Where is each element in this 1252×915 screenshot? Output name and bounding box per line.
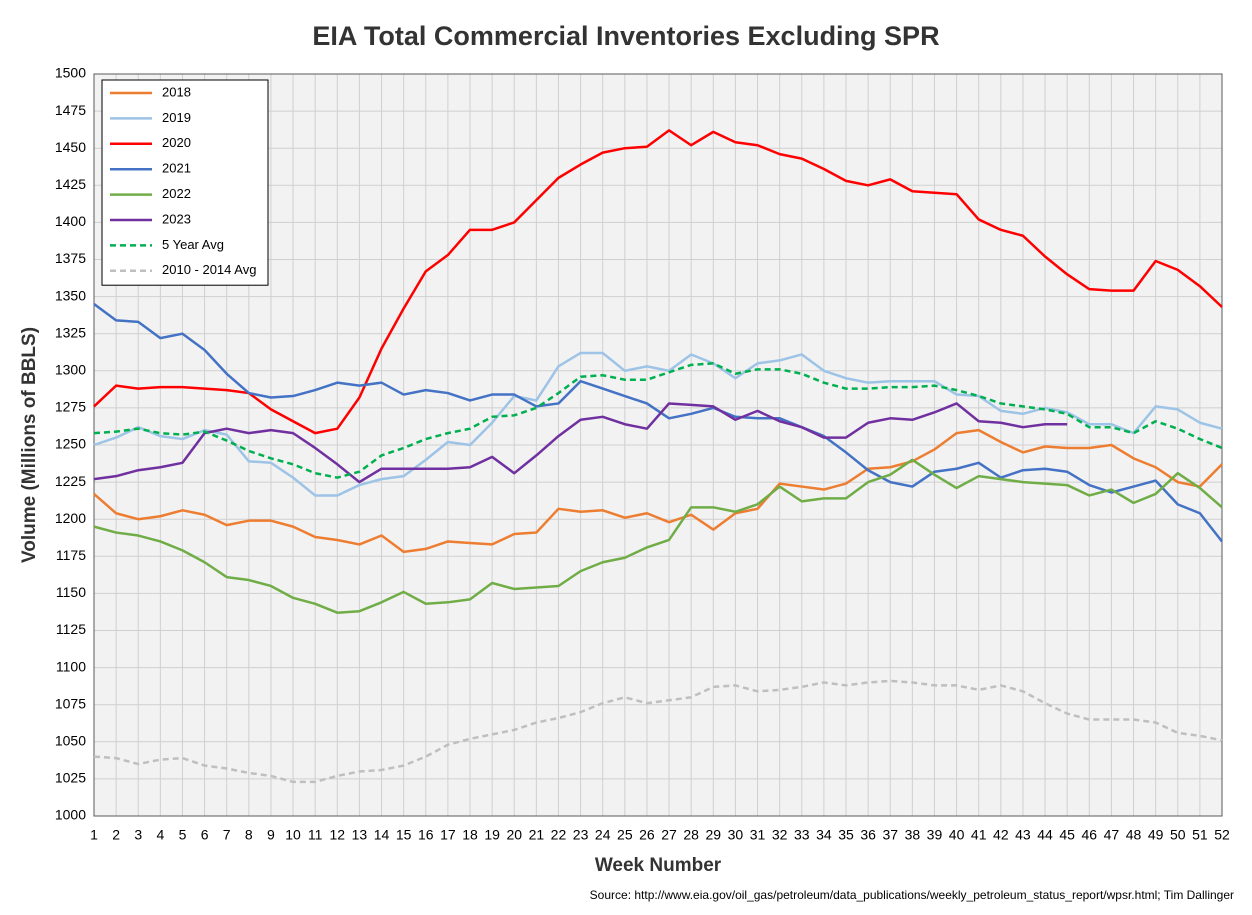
y-tick-label: 1150 bbox=[56, 584, 86, 600]
y-tick-label: 1325 bbox=[55, 324, 86, 340]
x-tick-label: 38 bbox=[905, 827, 921, 843]
series-line bbox=[93, 351, 1223, 497]
y-tick-label: 1200 bbox=[55, 510, 86, 526]
x-tick-label: 17 bbox=[440, 827, 456, 843]
series-line bbox=[93, 303, 1223, 543]
x-tick-label: 39 bbox=[927, 827, 943, 843]
y-tick-label: 1475 bbox=[55, 102, 86, 118]
x-tick-label: 48 bbox=[1126, 827, 1142, 843]
y-tick-label: 1100 bbox=[56, 658, 86, 674]
x-tick-label: 34 bbox=[816, 827, 832, 843]
y-tick-label: 1500 bbox=[55, 65, 86, 81]
series-line bbox=[93, 129, 1223, 435]
y-tick-label: 1275 bbox=[55, 399, 86, 415]
x-tick-label: 2 bbox=[112, 827, 120, 843]
legend-label: 2010 - 2014 Avg bbox=[162, 262, 256, 277]
x-tick-label: 15 bbox=[396, 827, 412, 843]
x-tick-label: 51 bbox=[1192, 827, 1208, 843]
series-line bbox=[93, 428, 1223, 554]
x-tick-label: 46 bbox=[1082, 827, 1098, 843]
x-tick-label: 45 bbox=[1059, 827, 1075, 843]
x-tick-label: 24 bbox=[595, 827, 611, 843]
y-tick-label: 1250 bbox=[55, 436, 86, 452]
legend-label: 2018 bbox=[162, 84, 191, 99]
x-tick-label: 14 bbox=[374, 827, 390, 843]
x-tick-label: 16 bbox=[418, 827, 434, 843]
y-tick-label: 1400 bbox=[55, 213, 86, 229]
x-tick-label: 28 bbox=[683, 827, 699, 843]
series-line bbox=[93, 679, 1223, 784]
chart-title: EIA Total Commercial Inventories Excludi… bbox=[312, 21, 939, 51]
y-axis-label: Volume (Millions of BBLS) bbox=[19, 327, 40, 563]
x-tick-label: 47 bbox=[1104, 827, 1120, 843]
x-tick-label: 27 bbox=[661, 827, 677, 843]
y-tick-label: 1000 bbox=[55, 807, 86, 823]
x-tick-label: 5 bbox=[179, 827, 187, 843]
x-tick-label: 29 bbox=[706, 827, 722, 843]
x-tick-label: 30 bbox=[728, 827, 744, 843]
x-tick-label: 35 bbox=[838, 827, 854, 843]
x-axis-label: Week Number bbox=[595, 855, 722, 876]
x-tick-label: 33 bbox=[794, 827, 810, 843]
x-tick-label: 44 bbox=[1037, 827, 1053, 843]
x-tick-label: 4 bbox=[156, 827, 164, 843]
x-tick-label: 31 bbox=[750, 827, 766, 843]
y-tick-label: 1075 bbox=[55, 695, 86, 711]
y-tick-label: 1125 bbox=[56, 621, 86, 637]
y-tick-label: 1350 bbox=[55, 287, 86, 303]
x-tick-label: 40 bbox=[949, 827, 965, 843]
legend-label: 2022 bbox=[162, 186, 191, 201]
x-tick-label: 1 bbox=[90, 827, 98, 843]
y-tick-label: 1375 bbox=[55, 250, 86, 266]
x-tick-label: 21 bbox=[529, 827, 545, 843]
y-tick-label: 1450 bbox=[55, 139, 86, 155]
y-tick-label: 1225 bbox=[55, 473, 86, 489]
source-note: Source: http://www.eia.gov/oil_gas/petro… bbox=[590, 888, 1234, 902]
x-tick-label: 13 bbox=[352, 827, 368, 843]
y-tick-label: 1425 bbox=[55, 176, 86, 192]
x-tick-label: 18 bbox=[462, 827, 478, 843]
y-tick-label: 1300 bbox=[55, 362, 86, 378]
x-tick-label: 11 bbox=[308, 827, 323, 843]
x-tick-label: 36 bbox=[860, 827, 876, 843]
x-tick-label: 8 bbox=[245, 827, 253, 843]
y-tick-label: 1025 bbox=[55, 770, 86, 786]
x-tick-label: 9 bbox=[267, 827, 275, 843]
x-tick-label: 26 bbox=[639, 827, 655, 843]
x-tick-label: 41 bbox=[971, 827, 987, 843]
x-tick-label: 42 bbox=[993, 827, 1009, 843]
x-tick-label: 52 bbox=[1214, 827, 1230, 843]
x-tick-label: 49 bbox=[1148, 827, 1164, 843]
legend-label: 5 Year Avg bbox=[162, 237, 224, 252]
legend-box bbox=[101, 79, 269, 286]
legend-label: 2019 bbox=[162, 110, 191, 125]
x-tick-label: 50 bbox=[1170, 827, 1186, 843]
x-tick-label: 12 bbox=[330, 827, 346, 843]
legend-label: 2021 bbox=[162, 161, 191, 176]
x-tick-label: 37 bbox=[882, 827, 898, 843]
x-tick-label: 32 bbox=[772, 827, 788, 843]
x-tick-label: 43 bbox=[1015, 827, 1031, 843]
x-tick-label: 3 bbox=[134, 827, 142, 843]
x-tick-label: 22 bbox=[551, 827, 567, 843]
x-tick-label: 25 bbox=[617, 827, 633, 843]
series-line bbox=[93, 458, 1223, 614]
x-tick-label: 23 bbox=[573, 827, 589, 843]
x-tick-label: 7 bbox=[223, 827, 231, 843]
series-line bbox=[93, 402, 1068, 484]
x-tick-label: 6 bbox=[201, 827, 209, 843]
legend-label: 2020 bbox=[162, 135, 191, 150]
x-tick-label: 10 bbox=[285, 827, 301, 843]
y-tick-label: 1175 bbox=[56, 547, 86, 563]
x-tick-label: 20 bbox=[506, 827, 522, 843]
series-line bbox=[93, 362, 1223, 479]
x-tick-label: 19 bbox=[484, 827, 500, 843]
legend-label: 2023 bbox=[162, 211, 191, 226]
y-tick-label: 1050 bbox=[55, 733, 86, 749]
